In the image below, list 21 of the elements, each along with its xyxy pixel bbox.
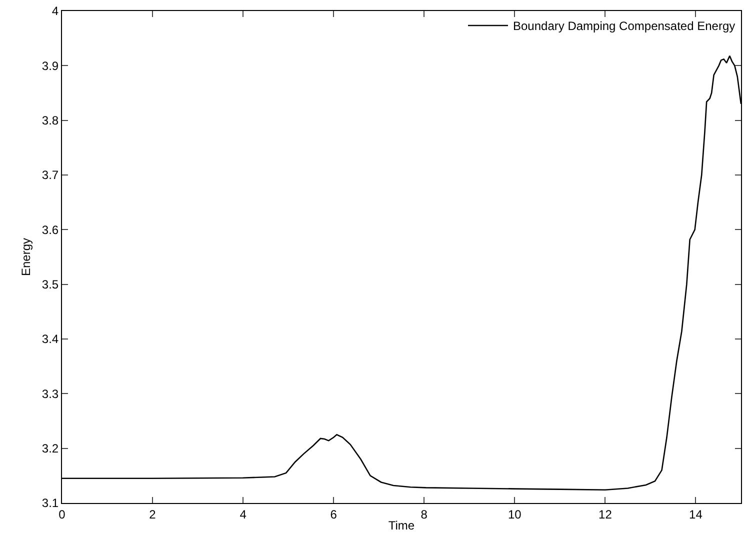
y-tick-label: 3.4 [42, 332, 59, 346]
y-tick-label: 3.3 [42, 386, 59, 401]
y-tick-label: 3.8 [42, 114, 59, 128]
y-tick-label: 3.7 [42, 168, 59, 182]
y-tick-label: 4 [52, 4, 59, 18]
legend-label: Boundary Damping Compensated Energy [513, 19, 736, 34]
x-tick-label: 8 [420, 507, 428, 522]
y-tick-label: 3.5 [42, 278, 59, 292]
x-tick-label: 4 [240, 507, 247, 522]
x-tick-label: 10 [508, 507, 522, 522]
x-tick-label: 6 [330, 507, 338, 522]
x-tick-label: 12 [598, 507, 612, 522]
x-tick-label: 14 [689, 507, 703, 522]
x-tick-label: 0 [58, 507, 66, 522]
y-tick-label: 3.9 [42, 58, 59, 73]
y-tick-label: 3.2 [42, 442, 59, 456]
x-tick-label: 2 [149, 507, 156, 522]
y-tick-label: 3.6 [42, 222, 59, 237]
y-axis-title: Energy [19, 238, 34, 276]
y-tick-label: 3.1 [42, 496, 59, 510]
x-axis-title: Time [388, 518, 415, 532]
